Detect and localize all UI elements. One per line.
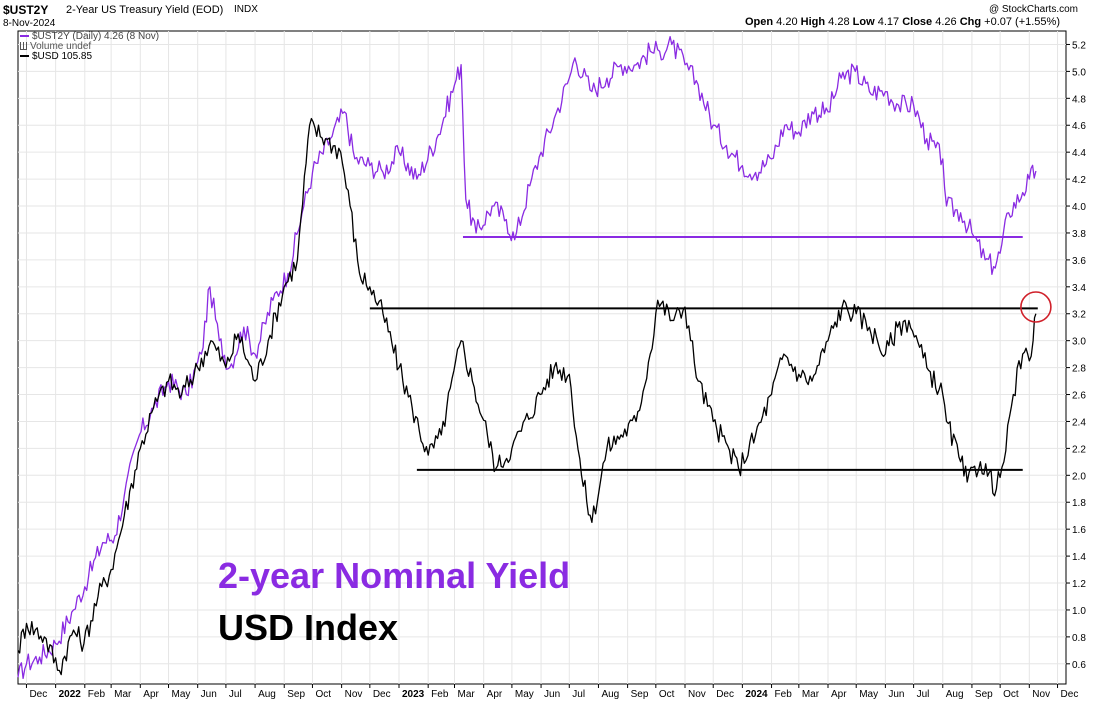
y-tick-label: 1.8	[1072, 498, 1086, 509]
y-tick-label: 0.6	[1072, 660, 1086, 671]
x-tick-label: Feb	[88, 689, 106, 700]
x-tick-label: Aug	[946, 689, 964, 700]
x-tick-label: Dec	[29, 689, 47, 700]
x-tick-label: Sep	[287, 689, 305, 700]
x-tick-label: Aug	[601, 689, 619, 700]
y-axis-ticks: 0.6 0.8 1.0 1.2 1.4 1.6 1.8 2.0 2.2 2.4 2.6 2.8 3.0 3…	[1066, 40, 1086, 671]
volume-bars-icon	[20, 42, 27, 51]
chg-label: Chg	[959, 16, 982, 28]
y-tick-label: 5.0	[1072, 67, 1086, 78]
exchange-label: INDX	[234, 4, 258, 15]
low-label: Low	[852, 16, 875, 28]
usd-annotation: USD Index	[218, 607, 399, 648]
y-tick-label: 1.4	[1072, 552, 1086, 563]
symbol-label: $UST2Y	[3, 3, 49, 17]
legend-volume-text: Volume undef	[30, 41, 92, 52]
x-tick-label: Jun	[888, 689, 904, 700]
y-tick-label: 1.2	[1072, 579, 1086, 590]
plot-frame	[17, 30, 1067, 685]
highlight-circle	[1020, 291, 1052, 323]
x-tick-label: Oct	[1003, 689, 1019, 700]
y-tick-label: 2.8	[1072, 364, 1086, 375]
y-tick-label: 3.0	[1072, 337, 1086, 348]
x-tick-label: Mar	[114, 689, 132, 700]
legend-ust2y-text: $UST2Y (Daily) 4.26 (8 Nov)	[32, 31, 160, 42]
x-tick-label: Nov	[345, 689, 363, 700]
x-tick-label: Mar	[802, 689, 820, 700]
y-tick-label: 2.6	[1072, 391, 1086, 402]
legend-swatch-usd	[20, 55, 29, 58]
x-tick-label: Apr	[143, 689, 159, 700]
highlight-layer	[1020, 291, 1052, 323]
x-tick-label: May	[515, 689, 534, 700]
y-tick-label: 4.2	[1072, 175, 1086, 186]
usd-series-line	[17, 117, 1037, 676]
x-axis-ticks: Dec 2022 Feb Mar Apr May Jun Jul Aug Sep Oct Nov Dec…	[25, 684, 1079, 700]
yield-annotation: 2-year Nominal Yield	[218, 555, 571, 596]
high-value: 4.28	[828, 16, 850, 28]
y-tick-label: 5.2	[1072, 40, 1086, 51]
x-tick-label: Feb	[775, 689, 793, 700]
legend-usd-text: $USD 105.85	[32, 51, 93, 62]
gridlines	[18, 31, 1066, 684]
x-tick-label: May	[172, 689, 191, 700]
close-value: 4.26	[935, 16, 957, 28]
x-tick-label: Nov	[1032, 689, 1050, 700]
legend-ust2y: $UST2Y (Daily) 4.26 (8 Nov)	[20, 32, 159, 42]
x-tick-label: Apr	[487, 689, 503, 700]
ohlc-readout: Open 4.20 High 4.28 Low 4.17 Close 4.26 …	[745, 16, 1060, 28]
watermark: @ StockCharts.com	[988, 4, 1078, 15]
date-label: 8-Nov-2024	[3, 18, 56, 29]
x-tick-label: Oct	[315, 689, 331, 700]
open-label: Open	[744, 16, 774, 28]
y-tick-label: 4.0	[1072, 202, 1086, 213]
legend-swatch-yield	[20, 35, 29, 38]
x-tick-label: Mar	[458, 689, 476, 700]
x-tick-label: Jul	[917, 689, 930, 700]
x-tick-label: Apr	[831, 689, 847, 700]
yield-series-line	[17, 35, 1037, 680]
y-tick-label: 3.8	[1072, 229, 1086, 240]
x-tick-label: 2024	[745, 689, 768, 700]
x-tick-label: Dec	[716, 689, 734, 700]
y-tick-label: 3.6	[1072, 256, 1086, 267]
y-tick-label: 1.0	[1072, 606, 1086, 617]
x-tick-label: Oct	[659, 689, 675, 700]
x-tick-label: Aug	[258, 689, 276, 700]
y-tick-label: 1.6	[1072, 525, 1086, 536]
x-tick-label: Sep	[975, 689, 993, 700]
y-tick-label: 4.6	[1072, 121, 1086, 132]
series-lines	[17, 35, 1037, 680]
y-tick-label: 2.4	[1072, 417, 1086, 428]
x-tick-label: Feb	[431, 689, 449, 700]
y-tick-label: 2.2	[1072, 444, 1086, 455]
reference-lines	[369, 235, 1038, 471]
y-tick-label: 4.8	[1072, 94, 1086, 105]
open-value: 4.20	[776, 16, 798, 28]
x-tick-label: Jun	[544, 689, 560, 700]
x-tick-label: Jul	[572, 689, 585, 700]
x-tick-label: 2023	[402, 689, 425, 700]
close-label: Close	[902, 16, 933, 28]
legend-usd: $USD 105.85	[20, 52, 92, 62]
x-tick-label: Jun	[201, 689, 217, 700]
y-tick-label: 2.0	[1072, 471, 1086, 482]
y-tick-label: 3.2	[1072, 310, 1086, 321]
x-tick-label: Sep	[631, 689, 649, 700]
chart-title: 2-Year US Treasury Yield (EOD)	[66, 4, 224, 16]
y-tick-label: 3.4	[1072, 283, 1086, 294]
x-tick-label: 2022	[59, 689, 82, 700]
x-tick-label: May	[859, 689, 878, 700]
high-label: High	[800, 16, 826, 28]
chg-value: +0.07 (+1.55%)	[984, 16, 1060, 28]
y-tick-label: 0.8	[1072, 633, 1086, 644]
x-tick-label: Dec	[1061, 689, 1079, 700]
low-value: 4.17	[877, 16, 900, 28]
x-tick-label: Dec	[373, 689, 391, 700]
legend-volume: Volume undef	[20, 42, 91, 52]
x-tick-label: Nov	[688, 689, 706, 700]
x-tick-label: Jul	[229, 689, 242, 700]
y-tick-label: 4.4	[1072, 148, 1086, 159]
